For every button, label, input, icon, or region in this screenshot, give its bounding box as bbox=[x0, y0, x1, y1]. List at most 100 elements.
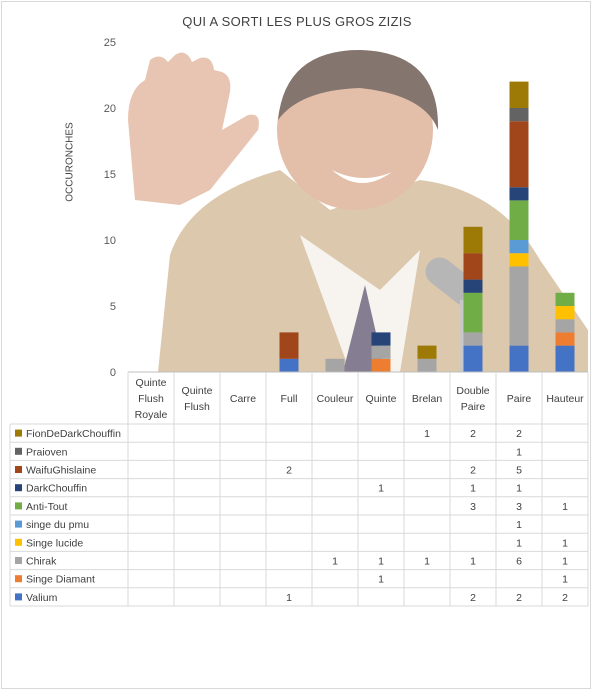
legend-label: Singe lucide bbox=[26, 537, 83, 549]
category-label: Carre bbox=[230, 393, 256, 405]
data-label: 2 bbox=[516, 428, 522, 440]
legend-label: Praioven bbox=[26, 446, 68, 458]
legend-swatch bbox=[15, 484, 22, 492]
category-label: Couleur bbox=[317, 393, 354, 405]
bar-segment bbox=[555, 319, 575, 333]
legend-label: Anti-Tout bbox=[26, 501, 68, 513]
category-label: Quinte bbox=[136, 377, 167, 389]
y-tick-label: 10 bbox=[104, 235, 116, 247]
data-label: 1 bbox=[562, 574, 568, 586]
bar-segment bbox=[555, 345, 575, 372]
data-label: 1 bbox=[286, 592, 292, 604]
legend-label: Valium bbox=[26, 592, 58, 604]
bar-segment bbox=[417, 358, 437, 372]
data-label: 1 bbox=[424, 428, 430, 440]
y-tick-label: 25 bbox=[104, 37, 116, 49]
bar-segment bbox=[509, 240, 529, 254]
category-label: Quinte bbox=[366, 393, 397, 405]
data-label: 1 bbox=[378, 556, 384, 568]
legend-swatch bbox=[15, 429, 22, 437]
category-label: Full bbox=[281, 393, 298, 405]
legend-label: singe du pmu bbox=[26, 519, 89, 531]
bar-segment bbox=[279, 332, 299, 359]
bar-segment bbox=[509, 108, 529, 122]
y-tick-label: 5 bbox=[110, 301, 116, 313]
data-table: Quinte Flush Royale Quinte Flush Carre Full Cou… bbox=[9, 371, 589, 607]
bar-segment bbox=[325, 358, 345, 372]
bar-segment bbox=[509, 345, 529, 372]
data-label: 1 bbox=[562, 537, 568, 549]
legend-label: Singe Diamant bbox=[26, 574, 95, 586]
data-label: 3 bbox=[516, 501, 522, 513]
legend-swatch bbox=[15, 538, 22, 546]
chart-title: QUI A SORTI LES PLUS GROS ZIZIS bbox=[182, 14, 412, 29]
photo-smile bbox=[332, 170, 392, 184]
bar-segment bbox=[463, 253, 483, 280]
bar-segment bbox=[509, 121, 529, 188]
data-label: 2 bbox=[470, 465, 476, 477]
bar-segment bbox=[509, 81, 529, 108]
bar-segment bbox=[463, 279, 483, 293]
category-label: Flush bbox=[184, 401, 210, 413]
photo-hand bbox=[128, 52, 259, 205]
bar-segment bbox=[509, 200, 529, 240]
data-label: 1 bbox=[516, 446, 522, 458]
y-tick-label: 0 bbox=[110, 367, 116, 379]
category-label: Flush bbox=[138, 393, 164, 405]
data-label: 1 bbox=[378, 574, 384, 586]
data-label: 1 bbox=[424, 556, 430, 568]
legend-swatch bbox=[15, 593, 22, 601]
bar-segment bbox=[463, 292, 483, 333]
bar-segment bbox=[509, 187, 529, 201]
legend-label: FionDeDarkChouffin bbox=[26, 428, 121, 440]
data-label: 1 bbox=[562, 556, 568, 568]
bar-segment bbox=[509, 266, 529, 346]
legend-swatch bbox=[15, 466, 22, 473]
data-label: 1 bbox=[562, 501, 568, 513]
category-label: Paire bbox=[507, 393, 532, 405]
data-label: 1 bbox=[470, 483, 476, 495]
category-label: Royale bbox=[135, 409, 168, 421]
bar-segment bbox=[371, 345, 391, 359]
data-label: 1 bbox=[470, 556, 476, 568]
legend-swatch bbox=[15, 575, 22, 583]
category-label: Hauteur bbox=[546, 393, 584, 405]
legend-label: Chirak bbox=[26, 556, 57, 568]
bar-segment bbox=[555, 306, 575, 320]
data-label: 1 bbox=[516, 537, 522, 549]
legend-label: DarkChouffin bbox=[26, 483, 87, 495]
bar-segment bbox=[509, 253, 529, 267]
data-label: 6 bbox=[516, 556, 522, 568]
category-label: Double bbox=[456, 385, 489, 397]
data-label: 2 bbox=[516, 592, 522, 604]
legend-swatch bbox=[15, 447, 22, 455]
bar-segment bbox=[371, 332, 391, 346]
bar-segment bbox=[371, 358, 391, 372]
data-label: 2 bbox=[286, 465, 292, 477]
bar-segment bbox=[463, 345, 483, 372]
bar-segment bbox=[555, 292, 575, 306]
data-label: 1 bbox=[516, 519, 522, 531]
legend-swatch bbox=[15, 557, 22, 564]
y-tick-label: 15 bbox=[104, 169, 116, 181]
legend-swatch bbox=[15, 520, 22, 528]
legend-label: WaifuGhislaine bbox=[26, 465, 96, 477]
legend-swatch bbox=[15, 502, 22, 510]
data-label: 1 bbox=[332, 556, 338, 568]
data-label: 2 bbox=[470, 428, 476, 440]
photo-hair bbox=[278, 50, 439, 130]
category-label: Quinte bbox=[182, 385, 213, 397]
bar-segment bbox=[555, 332, 575, 346]
bar-segment bbox=[279, 358, 299, 372]
data-label: 3 bbox=[470, 501, 476, 513]
data-label: 1 bbox=[516, 483, 522, 495]
data-label: 2 bbox=[470, 592, 476, 604]
category-label: Paire bbox=[461, 401, 486, 413]
data-label: 5 bbox=[516, 465, 522, 477]
category-label: Brelan bbox=[412, 393, 443, 405]
y-tick-label: 20 bbox=[104, 103, 116, 115]
bar-segment bbox=[417, 345, 437, 359]
bar-segment bbox=[463, 226, 483, 254]
